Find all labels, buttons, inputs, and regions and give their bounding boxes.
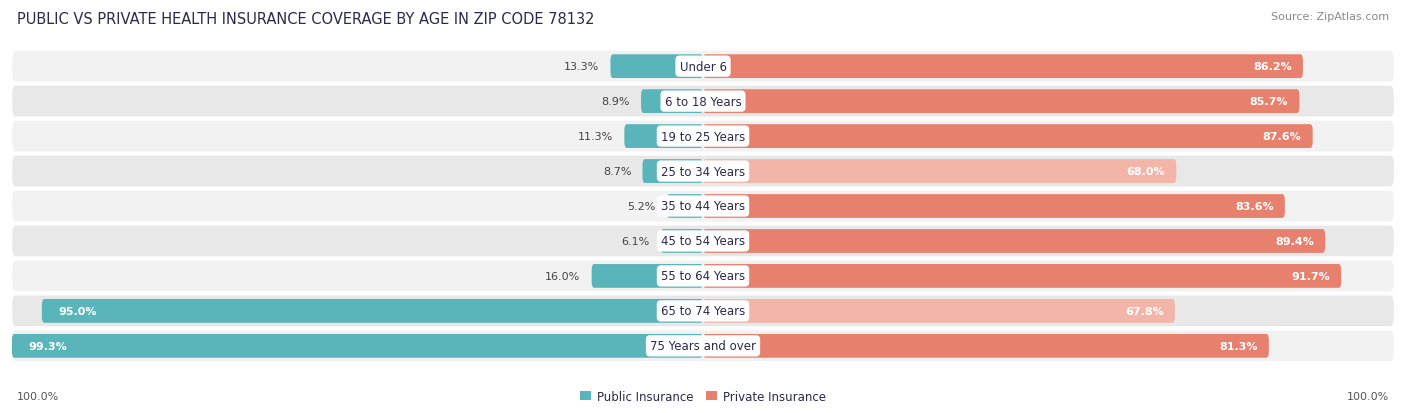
FancyBboxPatch shape	[661, 230, 703, 253]
Text: 86.2%: 86.2%	[1253, 62, 1292, 72]
Text: 95.0%: 95.0%	[59, 306, 97, 316]
FancyBboxPatch shape	[42, 299, 703, 323]
FancyBboxPatch shape	[703, 160, 1177, 183]
FancyBboxPatch shape	[703, 334, 1268, 358]
Text: 35 to 44 Years: 35 to 44 Years	[661, 200, 745, 213]
Text: 13.3%: 13.3%	[564, 62, 599, 72]
Text: 6 to 18 Years: 6 to 18 Years	[665, 95, 741, 108]
FancyBboxPatch shape	[703, 55, 1303, 79]
Text: 25 to 34 Years: 25 to 34 Years	[661, 165, 745, 178]
Text: 67.8%: 67.8%	[1125, 306, 1164, 316]
Text: 99.3%: 99.3%	[28, 341, 67, 351]
FancyBboxPatch shape	[703, 195, 1285, 218]
FancyBboxPatch shape	[11, 120, 1395, 153]
Text: 91.7%: 91.7%	[1291, 271, 1330, 281]
Text: 87.6%: 87.6%	[1263, 132, 1302, 142]
Text: 75 Years and over: 75 Years and over	[650, 339, 756, 352]
Text: 8.9%: 8.9%	[602, 97, 630, 107]
Text: 55 to 64 Years: 55 to 64 Years	[661, 270, 745, 283]
FancyBboxPatch shape	[641, 90, 703, 114]
FancyBboxPatch shape	[11, 334, 703, 358]
FancyBboxPatch shape	[703, 264, 1341, 288]
FancyBboxPatch shape	[703, 125, 1313, 149]
FancyBboxPatch shape	[703, 299, 1175, 323]
FancyBboxPatch shape	[11, 330, 1395, 362]
Text: 45 to 54 Years: 45 to 54 Years	[661, 235, 745, 248]
FancyBboxPatch shape	[610, 55, 703, 79]
FancyBboxPatch shape	[666, 195, 703, 218]
FancyBboxPatch shape	[592, 264, 703, 288]
Text: Source: ZipAtlas.com: Source: ZipAtlas.com	[1271, 12, 1389, 22]
FancyBboxPatch shape	[11, 225, 1395, 258]
Text: Under 6: Under 6	[679, 61, 727, 74]
Text: 19 to 25 Years: 19 to 25 Years	[661, 130, 745, 143]
Text: 83.6%: 83.6%	[1234, 202, 1274, 211]
Text: 65 to 74 Years: 65 to 74 Years	[661, 305, 745, 318]
FancyBboxPatch shape	[643, 160, 703, 183]
Text: 85.7%: 85.7%	[1250, 97, 1288, 107]
FancyBboxPatch shape	[11, 260, 1395, 293]
Text: 16.0%: 16.0%	[546, 271, 581, 281]
Text: 5.2%: 5.2%	[627, 202, 655, 211]
FancyBboxPatch shape	[11, 51, 1395, 83]
Text: 11.3%: 11.3%	[578, 132, 613, 142]
FancyBboxPatch shape	[11, 295, 1395, 328]
FancyBboxPatch shape	[11, 190, 1395, 223]
FancyBboxPatch shape	[11, 155, 1395, 188]
Text: 81.3%: 81.3%	[1219, 341, 1258, 351]
Text: 100.0%: 100.0%	[1347, 391, 1389, 401]
Text: 68.0%: 68.0%	[1126, 166, 1166, 177]
Text: 8.7%: 8.7%	[603, 166, 631, 177]
Text: PUBLIC VS PRIVATE HEALTH INSURANCE COVERAGE BY AGE IN ZIP CODE 78132: PUBLIC VS PRIVATE HEALTH INSURANCE COVER…	[17, 12, 595, 27]
FancyBboxPatch shape	[624, 125, 703, 149]
Text: 89.4%: 89.4%	[1275, 236, 1315, 247]
Text: 100.0%: 100.0%	[17, 391, 59, 401]
FancyBboxPatch shape	[703, 90, 1299, 114]
Text: 6.1%: 6.1%	[621, 236, 650, 247]
FancyBboxPatch shape	[703, 230, 1326, 253]
Legend: Public Insurance, Private Insurance: Public Insurance, Private Insurance	[575, 385, 831, 408]
FancyBboxPatch shape	[11, 85, 1395, 118]
